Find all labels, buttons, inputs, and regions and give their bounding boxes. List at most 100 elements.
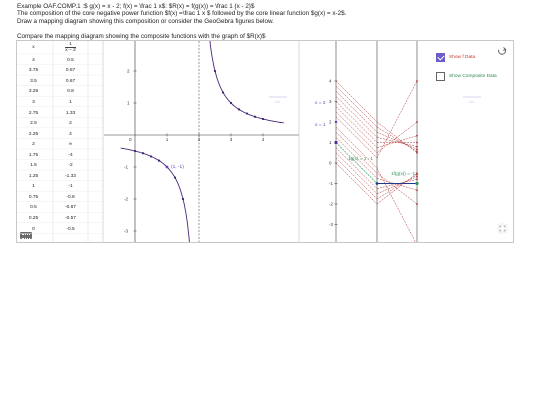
mapping-point-f [416, 145, 418, 148]
mapping-point-x2[interactable] [334, 120, 338, 124]
mapping-start-point[interactable] [334, 140, 338, 145]
table-cell-x[interactable]: 3.25 [28, 89, 39, 95]
table-row[interactable]: 2.25 4 [17, 130, 103, 139]
table-cell-x[interactable]: 3.75 [28, 68, 39, 74]
show-f-data-checkbox[interactable] [436, 53, 445, 62]
table-cell-x[interactable]: 1.25 [28, 173, 39, 179]
table-header-x: x [32, 44, 35, 50]
highlight-point[interactable] [165, 165, 169, 169]
table-cell-x[interactable]: 2.25 [28, 131, 39, 137]
mapping-arrow-f [376, 178, 418, 191]
table-row[interactable]: 0.75 -0.8 [17, 193, 103, 202]
table-row[interactable]: 0 -0.5 [17, 225, 103, 234]
graph-point[interactable] [229, 101, 233, 105]
table-cell-y[interactable]: -2 [68, 163, 73, 169]
mapping-arrow-f [376, 126, 418, 152]
mapping-arrow-f [376, 174, 418, 200]
show-composite-data-label: Show Composite Data [449, 74, 497, 79]
table-row[interactable]: 0.25 -0.57 [17, 214, 103, 223]
table-row[interactable]: 0.5 -0.67 [17, 204, 103, 213]
graph-origin-label: 0 [129, 137, 132, 142]
table-row[interactable]: 2.75 1.33 [17, 109, 103, 118]
mapping-arrow-f [376, 179, 418, 189]
table-cell-x[interactable]: 2 [32, 142, 35, 148]
keyboard-icon[interactable] [20, 232, 32, 239]
mapping-arrow-f [376, 176, 418, 194]
table-row[interactable]: 1.5 -2 [17, 162, 103, 171]
table-cell-y[interactable]: 0.5 [67, 57, 74, 63]
graph-point[interactable] [157, 159, 161, 162]
graph-point[interactable] [141, 152, 145, 155]
table-cell-x[interactable]: 2.75 [28, 110, 39, 116]
mapping-f-point[interactable] [415, 181, 419, 186]
table-cell-x[interactable]: 0.25 [28, 216, 39, 222]
table-row[interactable]: 3.75 0.57 [17, 67, 103, 76]
table-cell-y[interactable]: 2 [69, 121, 72, 127]
mapping-y-tick-label: -3 [329, 222, 333, 227]
table-cell-x[interactable]: 0 [32, 226, 35, 232]
table-cell-y[interactable]: ∞ [68, 142, 73, 148]
table-cell-x[interactable]: 1 [32, 184, 35, 190]
table-cell-y[interactable]: 0.67 [65, 78, 76, 84]
mapping-arrow-f [376, 132, 418, 150]
show-composite-data-checkbox[interactable] [436, 72, 445, 81]
table-cell-x[interactable]: 4 [32, 57, 35, 63]
table-cell-x[interactable]: 0.75 [28, 194, 39, 200]
mapping-point-f [416, 175, 418, 178]
table-cell-y[interactable]: -4 [68, 152, 73, 158]
table-cell-y[interactable]: 4 [69, 131, 72, 137]
table-cell-x[interactable]: 3 [32, 99, 35, 105]
graph-point[interactable] [221, 91, 225, 94]
mapping-point-f [416, 178, 418, 181]
graph-panel[interactable]: 1 2 3 4 0 1 2 -1 -2 -3 (1, -1) [104, 41, 299, 242]
mapping-arrow-f [376, 137, 418, 147]
graph-point[interactable] [245, 112, 249, 115]
table-cell-y[interactable]: 1.33 [65, 110, 76, 116]
table-cell-y[interactable]: 0.57 [65, 68, 76, 74]
label-x-equals-1: x = 1 [315, 122, 326, 128]
table-cell-x[interactable]: 3.5 [30, 78, 37, 84]
refresh-icon[interactable] [498, 47, 507, 55]
graph-point[interactable] [213, 69, 217, 73]
mapping-g-point[interactable] [375, 182, 379, 185]
table-cell-y[interactable]: -0.67 [65, 205, 76, 211]
table-row[interactable]: 1 -1 [17, 183, 103, 192]
graph-point[interactable] [261, 117, 265, 121]
table-row[interactable]: 4 0.5 [17, 56, 103, 65]
table-row[interactable]: 3.5 0.67 [17, 77, 103, 86]
graph-point[interactable] [237, 108, 241, 111]
table-cell-x[interactable]: 1.5 [30, 163, 37, 169]
graph-point[interactable] [253, 115, 257, 118]
fullscreen-icon[interactable] [497, 223, 508, 234]
table-row[interactable]: 1.25 -1.33 [17, 172, 103, 181]
mapping-y-tick-label: 4 [329, 79, 332, 84]
mapping-arrow-g [335, 96, 378, 138]
applet-canvas: 1 2 3 4 0 1 2 -1 -2 -3 (1, -1) 4 3 2 1 0 -1 -2 -3 -4 x = … [17, 41, 508, 242]
graph-point[interactable] [173, 176, 177, 179]
table-cell-y[interactable]: 1 [69, 99, 72, 105]
table-cell-x[interactable]: 2.5 [30, 121, 37, 127]
table-cell-y[interactable]: -1.33 [65, 173, 76, 179]
table-row[interactable]: 1.75 -4 [17, 151, 103, 160]
table-cell-x[interactable]: 0.5 [30, 205, 37, 211]
graph-point[interactable] [133, 149, 137, 153]
table-cell-y[interactable]: -1 [68, 184, 73, 190]
graph-y-tick-label: -2 [124, 197, 129, 202]
graph-point[interactable] [181, 197, 185, 201]
table-cell-y[interactable]: -0.57 [65, 216, 76, 222]
table-row[interactable]: 3.25 0.8 [17, 88, 103, 97]
mapping-y-tick-label: -2 [329, 202, 333, 207]
table-cell-y[interactable]: -0.8 [66, 194, 75, 200]
table-row[interactable]: 2.5 2 [17, 119, 103, 128]
table-cell-y[interactable]: -0.5 [66, 226, 75, 232]
table-row[interactable]: 2 ∞ [17, 140, 103, 149]
mapping-point-f [416, 148, 418, 151]
table-cell-x[interactable]: 1.75 [28, 152, 39, 158]
table-cell-y[interactable]: 0.8 [67, 89, 74, 95]
graph-point[interactable] [149, 155, 153, 158]
